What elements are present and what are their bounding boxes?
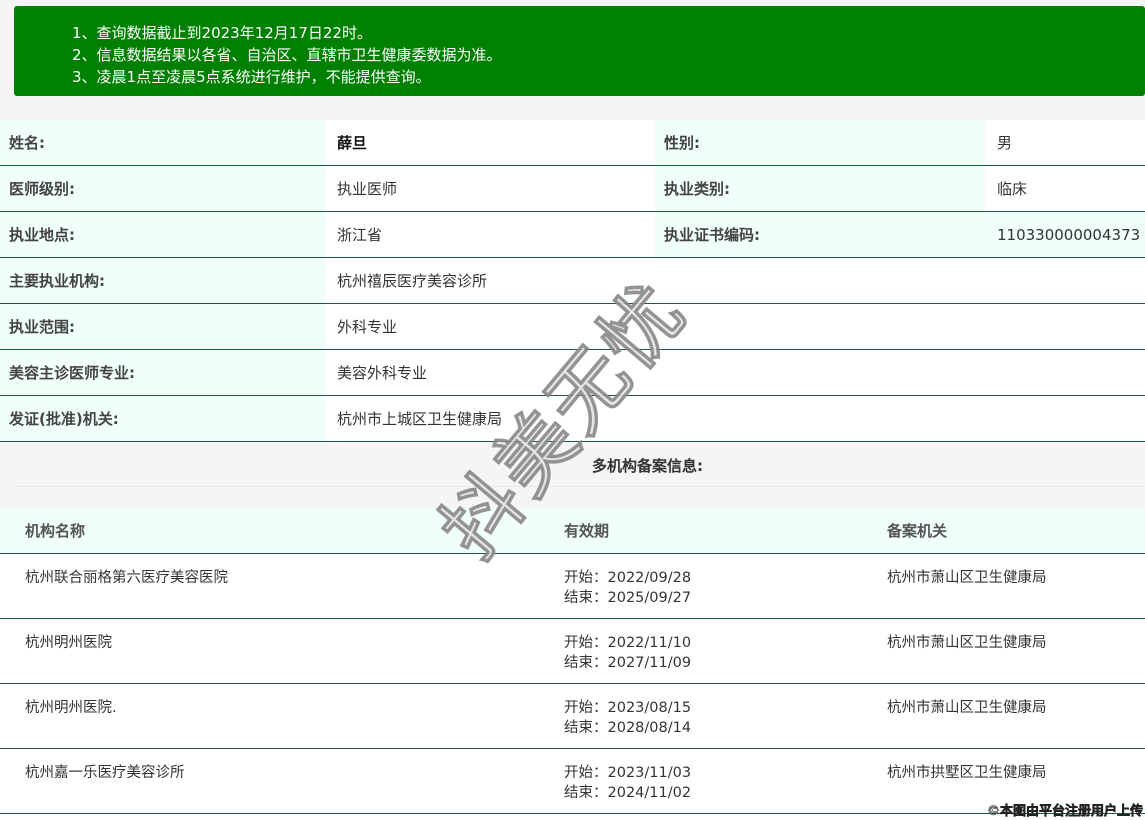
notice-line-3: 3、凌晨1点至凌晨5点系统进行维护，不能提供查询。 xyxy=(72,68,431,86)
cosmetic-label: 美容主诊医师专业: xyxy=(0,350,325,395)
validity: 开始：2022/11/10 结束：2027/11/09 xyxy=(564,619,887,683)
end-date: 结束：2024/11/02 xyxy=(564,785,692,801)
notice-banner: 1、查询数据截止到2023年12月17日22时。 2、信息数据结果以各省、自治区… xyxy=(14,6,1145,96)
start-date: 开始：2022/09/28 xyxy=(564,570,692,586)
table-row: 杭州明州医院. 开始：2023/08/15 结束：2028/08/14 杭州市萧山… xyxy=(0,684,1145,749)
gender-label: 性别: xyxy=(655,120,985,165)
end-date: 结束：2025/09/27 xyxy=(564,590,692,606)
org-label: 主要执业机构: xyxy=(0,258,325,303)
divider xyxy=(14,486,1145,487)
info-row: 医师级别: 执业医师 执业类别: 临床 xyxy=(0,166,1145,212)
table-body: 杭州联合丽格第六医疗美容医院 开始：2022/09/28 结束：2025/09/2… xyxy=(0,554,1145,814)
cert-value: 110330000004373 xyxy=(985,212,1145,257)
end-date: 结束：2027/11/09 xyxy=(564,655,692,671)
org-name: 杭州明州医院. xyxy=(25,700,117,716)
cosmetic-value: 美容外科专业 xyxy=(325,350,1145,395)
notice-line-1: 1、查询数据截止到2023年12月17日22时。 xyxy=(72,24,372,42)
end-date: 结束：2028/08/14 xyxy=(564,720,692,736)
info-row: 执业地点: 浙江省 执业证书编码: 110330000004373 xyxy=(0,212,1145,258)
multi-section-header: 多机构备案信息: xyxy=(0,442,1145,508)
org-name: 杭州联合丽格第六医疗美容医院 xyxy=(25,570,228,586)
authority: 杭州市萧山区卫生健康局 xyxy=(887,570,1047,586)
authority: 杭州市萧山区卫生健康局 xyxy=(887,700,1047,716)
info-row: 姓名: 薛旦 性别: 男 xyxy=(0,120,1145,166)
level-label: 医师级别: xyxy=(0,166,325,211)
gender-value: 男 xyxy=(985,120,1145,165)
header-org-name: 机构名称 xyxy=(25,522,86,540)
info-row: 执业范围: 外科专业 xyxy=(0,304,1145,350)
start-date: 开始：2023/11/03 xyxy=(564,765,692,781)
name-value: 薛旦 xyxy=(325,120,655,165)
category-value: 临床 xyxy=(985,166,1145,211)
cert-label: 执业证书编码: xyxy=(655,212,985,257)
header-authority: 备案机关 xyxy=(887,522,948,540)
org-name: 杭州明州医院 xyxy=(25,635,112,651)
level-value: 执业医师 xyxy=(325,166,655,211)
validity: 开始：2023/08/15 结束：2028/08/14 xyxy=(564,684,887,748)
authority: 杭州市拱墅区卫生健康局 xyxy=(887,765,1047,781)
header-validity: 有效期 xyxy=(564,522,610,540)
info-row: 发证(批准)机关: 杭州市上城区卫生健康局 xyxy=(0,396,1145,442)
org-value: 杭州禧辰医疗美容诊所 xyxy=(325,258,1145,303)
top-area: 1、查询数据截止到2023年12月17日22时。 2、信息数据结果以各省、自治区… xyxy=(0,0,1145,120)
issuer-value: 杭州市上城区卫生健康局 xyxy=(325,396,1145,441)
info-row: 主要执业机构: 杭州禧辰医疗美容诊所 xyxy=(0,258,1145,304)
table-row: 杭州嘉一乐医疗美容诊所 开始：2023/11/03 结束：2024/11/02 杭… xyxy=(0,749,1145,814)
authority: 杭州市萧山区卫生健康局 xyxy=(887,635,1047,651)
notice-line-2: 2、信息数据结果以各省、自治区、直辖市卫生健康委数据为准。 xyxy=(72,46,502,64)
validity: 开始：2023/11/03 结束：2024/11/02 xyxy=(564,749,887,813)
multi-org-table: 机构名称 有效期 备案机关 杭州联合丽格第六医疗美容医院 开始：2022/09/… xyxy=(0,508,1145,814)
category-label: 执业类别: xyxy=(655,166,985,211)
issuer-label: 发证(批准)机关: xyxy=(0,396,325,441)
scope-value: 外科专业 xyxy=(325,304,1145,349)
org-name: 杭州嘉一乐医疗美容诊所 xyxy=(25,765,185,781)
multi-section-title: 多机构备案信息: xyxy=(592,457,703,475)
scope-label: 执业范围: xyxy=(0,304,325,349)
table-row: 杭州明州医院 开始：2022/11/10 结束：2027/11/09 杭州市萧山区… xyxy=(0,619,1145,684)
doctor-info-table: 姓名: 薛旦 性别: 男 医师级别: 执业医师 执业类别: 临床 执业地点: 浙… xyxy=(0,120,1145,442)
name-label: 姓名: xyxy=(0,120,325,165)
table-header: 机构名称 有效期 备案机关 xyxy=(0,508,1145,554)
footer-credit: ©本图由平台注册用户上传 xyxy=(986,804,1144,820)
location-label: 执业地点: xyxy=(0,212,325,257)
table-row: 杭州联合丽格第六医疗美容医院 开始：2022/09/28 结束：2025/09/2… xyxy=(0,554,1145,619)
start-date: 开始：2023/08/15 xyxy=(564,700,692,716)
info-row: 美容主诊医师专业: 美容外科专业 xyxy=(0,350,1145,396)
location-value: 浙江省 xyxy=(325,212,655,257)
start-date: 开始：2022/11/10 xyxy=(564,635,692,651)
validity: 开始：2022/09/28 结束：2025/09/27 xyxy=(564,554,887,618)
